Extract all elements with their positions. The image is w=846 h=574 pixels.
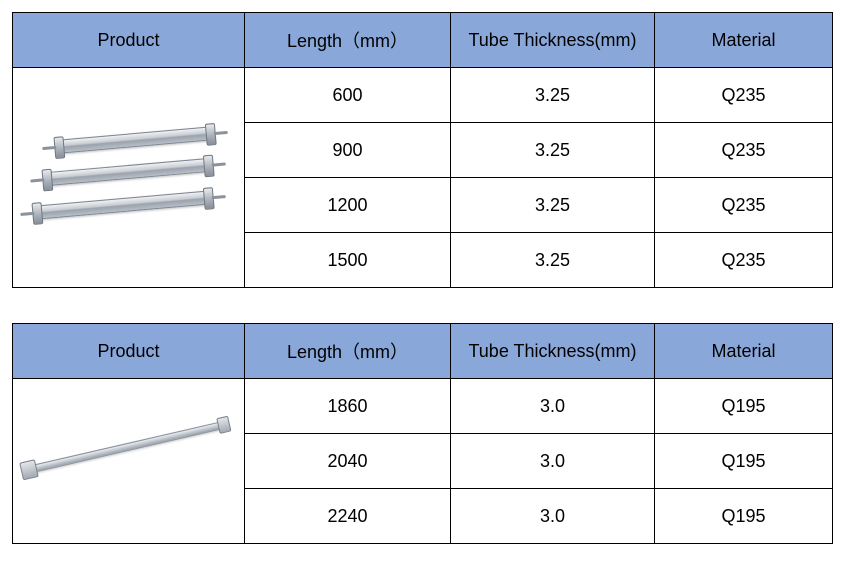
cell-material: Q235 bbox=[655, 123, 833, 178]
cell-thickness: 3.0 bbox=[451, 379, 655, 434]
cell-length: 2040 bbox=[245, 434, 451, 489]
cell-thickness: 3.25 bbox=[451, 68, 655, 123]
cell-material: Q195 bbox=[655, 434, 833, 489]
cell-material: Q235 bbox=[655, 178, 833, 233]
cell-thickness: 3.25 bbox=[451, 123, 655, 178]
col-header-material: Material bbox=[655, 324, 833, 379]
spec-table-1: Product Length（mm） Tube Thickness(mm) Ma… bbox=[12, 12, 833, 288]
table-row: 1860 3.0 Q195 bbox=[13, 379, 833, 434]
table-header-row: Product Length（mm） Tube Thickness(mm) Ma… bbox=[13, 13, 833, 68]
table-header-row: Product Length（mm） Tube Thickness(mm) Ma… bbox=[13, 324, 833, 379]
col-header-material: Material bbox=[655, 13, 833, 68]
col-header-product: Product bbox=[13, 13, 245, 68]
cell-length: 900 bbox=[245, 123, 451, 178]
cell-length: 1500 bbox=[245, 233, 451, 288]
cell-length: 1860 bbox=[245, 379, 451, 434]
cell-material: Q235 bbox=[655, 233, 833, 288]
col-header-length: Length（mm） bbox=[245, 13, 451, 68]
cell-length: 1200 bbox=[245, 178, 451, 233]
cell-thickness: 3.25 bbox=[451, 178, 655, 233]
cell-material: Q195 bbox=[655, 489, 833, 544]
col-header-product: Product bbox=[13, 324, 245, 379]
product-image-cell bbox=[13, 379, 245, 544]
cell-thickness: 3.0 bbox=[451, 489, 655, 544]
col-header-thickness: Tube Thickness(mm) bbox=[451, 13, 655, 68]
single-diagonal-bar-icon bbox=[24, 416, 234, 506]
cell-thickness: 3.25 bbox=[451, 233, 655, 288]
spec-table-2: Product Length（mm） Tube Thickness(mm) Ma… bbox=[12, 323, 833, 544]
cell-material: Q195 bbox=[655, 379, 833, 434]
col-header-thickness: Tube Thickness(mm) bbox=[451, 324, 655, 379]
cell-thickness: 3.0 bbox=[451, 434, 655, 489]
three-stacked-tubes-icon bbox=[29, 123, 229, 233]
table-row: 600 3.25 Q235 bbox=[13, 68, 833, 123]
cell-material: Q235 bbox=[655, 68, 833, 123]
table-gap bbox=[12, 288, 834, 323]
col-header-length: Length（mm） bbox=[245, 324, 451, 379]
product-image-cell bbox=[13, 68, 245, 288]
cell-length: 600 bbox=[245, 68, 451, 123]
cell-length: 2240 bbox=[245, 489, 451, 544]
